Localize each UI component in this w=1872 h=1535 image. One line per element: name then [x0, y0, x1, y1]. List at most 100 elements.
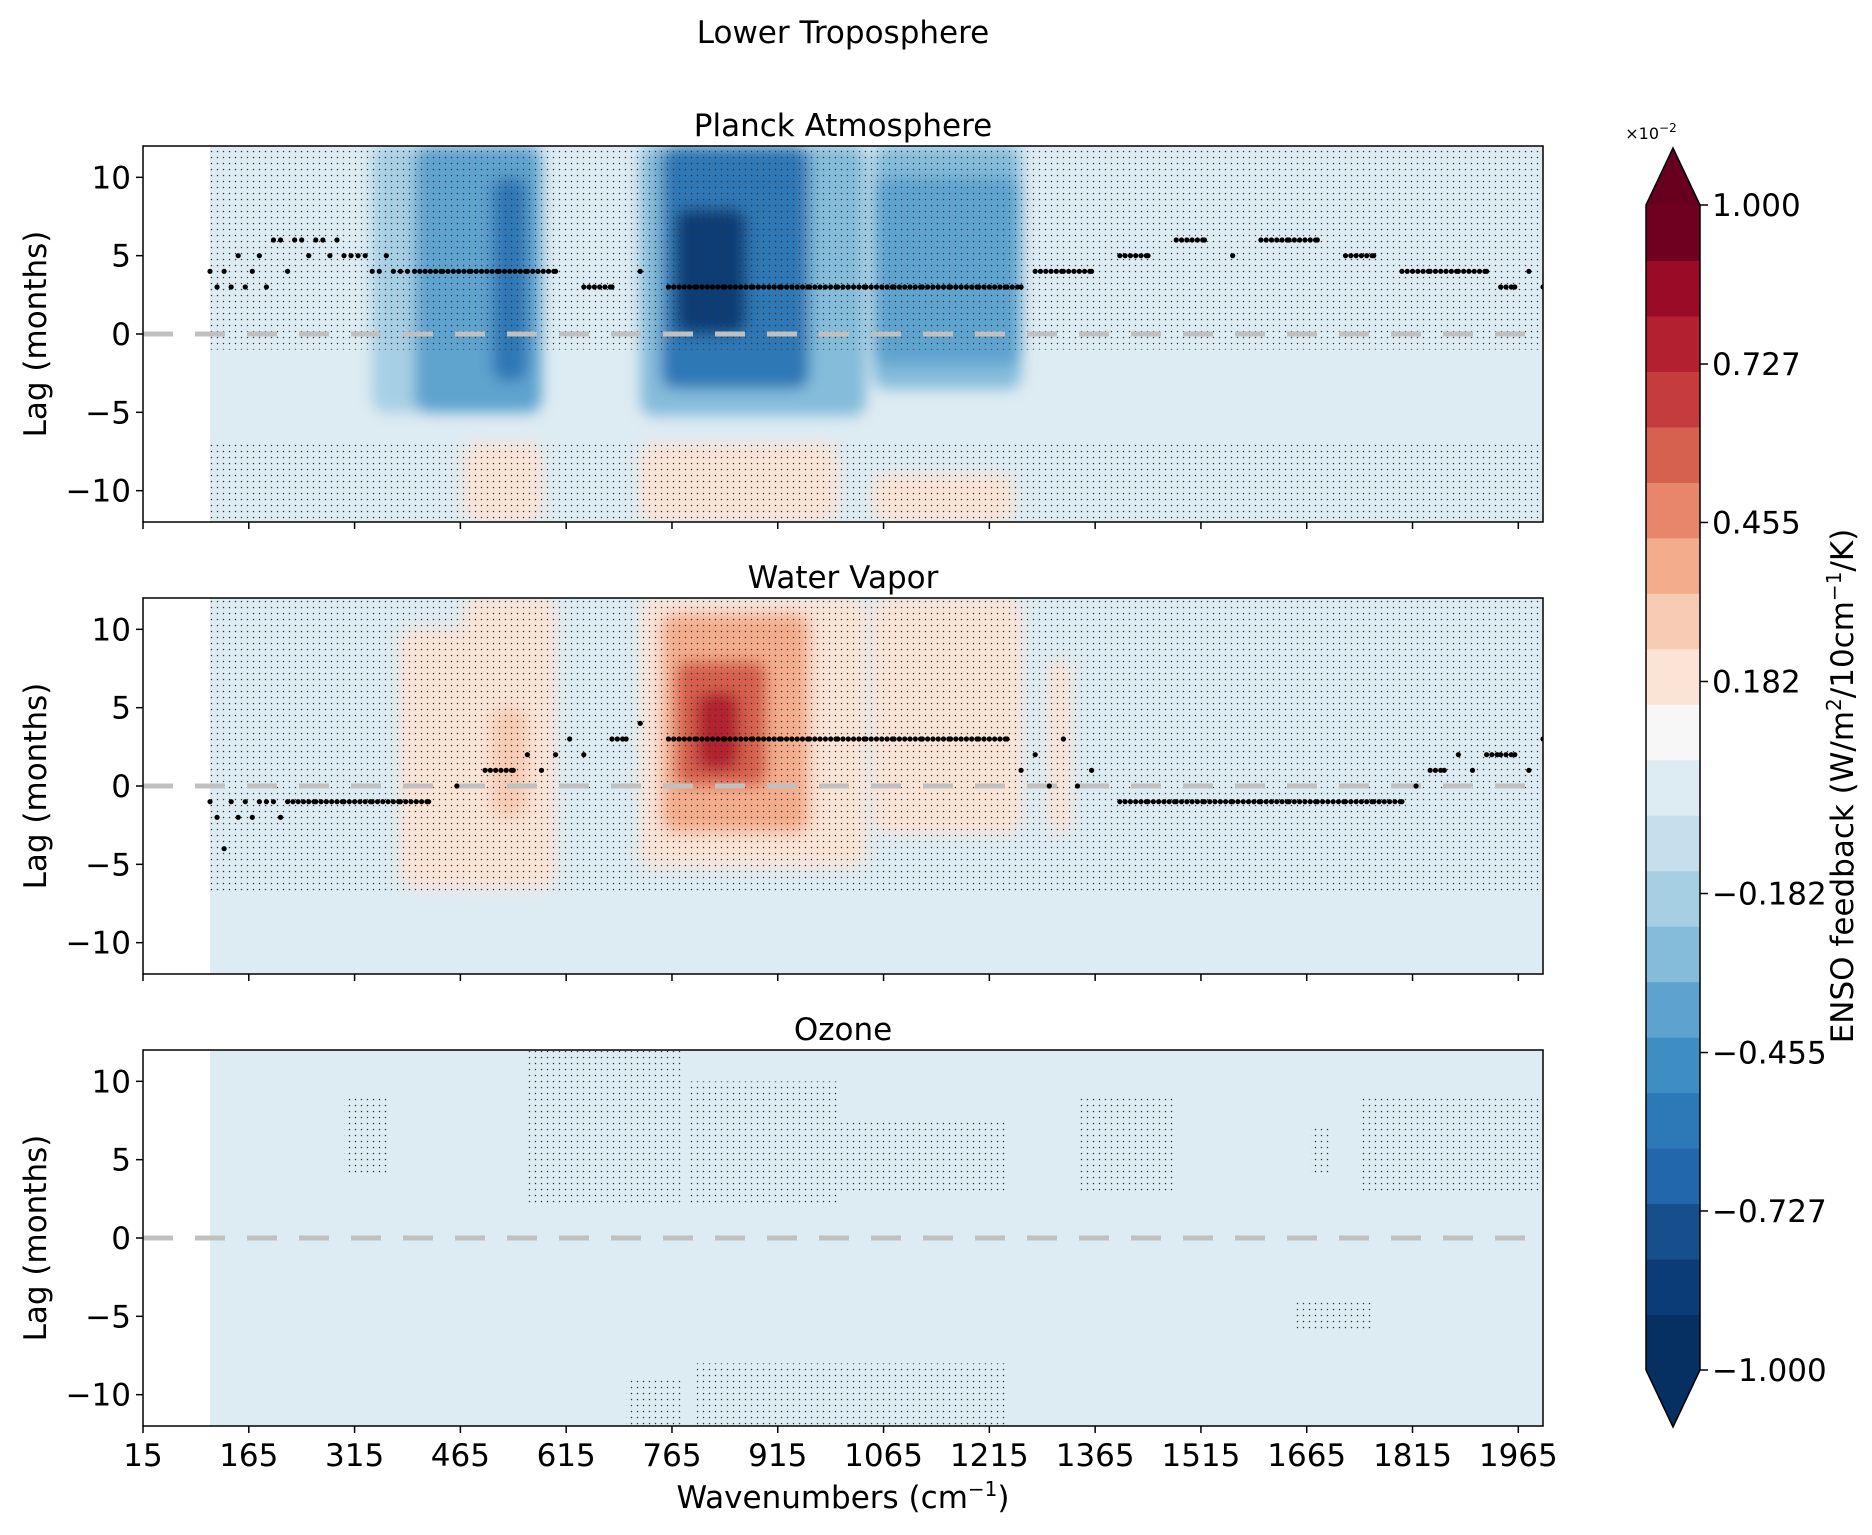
- lag-point: [1145, 253, 1151, 259]
- lag-point: [907, 284, 913, 290]
- x-tick-label: 1965: [1479, 1438, 1558, 1474]
- lag-point: [1009, 284, 1015, 290]
- lag-point: [390, 268, 396, 274]
- colorbar-swatch: [1646, 1037, 1700, 1094]
- lag-point: [828, 284, 834, 290]
- lag-point: [390, 799, 396, 805]
- lag-point: [327, 253, 333, 259]
- lag-point: [482, 767, 488, 773]
- lag-point: [1286, 799, 1292, 805]
- y-tick-label: −5: [85, 847, 131, 883]
- lag-point: [433, 268, 439, 274]
- significance-stipple: [344, 1050, 1543, 1426]
- colorbar-label-superscript: −1: [1822, 572, 1846, 601]
- lag-point: [1127, 799, 1134, 805]
- lag-point: [284, 268, 291, 274]
- lag-point: [397, 799, 404, 805]
- lag-point: [850, 736, 857, 742]
- lag-point: [318, 799, 324, 805]
- lag-point: [397, 268, 404, 274]
- lag-point: [1413, 783, 1419, 789]
- lag-point: [1302, 237, 1308, 243]
- x-axis-label-end: ): [997, 1480, 1009, 1516]
- lag-point: [986, 736, 992, 742]
- lag-point: [1223, 799, 1229, 805]
- lag-point: [822, 284, 828, 290]
- y-tick-label: 0: [111, 317, 131, 353]
- colorbar-swatch: [1646, 926, 1700, 983]
- lag-point: [1314, 237, 1320, 243]
- lag-point: [1461, 268, 1467, 274]
- x-tick-label: 1065: [844, 1438, 923, 1474]
- lag-point: [540, 268, 546, 274]
- colorbar-swatch: [1646, 205, 1700, 261]
- lag-point: [709, 284, 716, 290]
- significance-stipple: [210, 598, 1543, 893]
- lag-point: [1184, 237, 1190, 243]
- lag-point: [602, 284, 608, 290]
- colorbar-label-end: /K): [1825, 529, 1861, 572]
- lag-point: [228, 284, 234, 290]
- lag-point: [581, 284, 587, 290]
- lag-point: [284, 799, 291, 805]
- colorbar-swatch: [1646, 593, 1700, 650]
- lag-point: [671, 284, 677, 290]
- lag-point: [295, 799, 301, 805]
- x-tick-label: 765: [642, 1438, 701, 1474]
- lag-point: [761, 284, 767, 290]
- lag-point: [1325, 799, 1331, 805]
- lag-point: [1089, 767, 1095, 773]
- lag-point: [799, 284, 806, 290]
- colorbar-swatch: [1646, 260, 1700, 317]
- lag-point: [879, 736, 885, 742]
- lag-point: [552, 752, 559, 758]
- lag-point: [835, 284, 841, 290]
- lag-point: [789, 284, 795, 290]
- lag-point: [346, 799, 352, 805]
- lag-point: [484, 268, 490, 274]
- lag-point: [567, 736, 573, 742]
- lag-point: [221, 268, 227, 274]
- y-tick-label: 0: [111, 1221, 131, 1257]
- lag-point: [835, 736, 841, 742]
- lag-point: [794, 736, 800, 742]
- lag-point: [1217, 799, 1223, 805]
- colorbar-swatch: [1646, 371, 1700, 428]
- lag-point: [385, 799, 391, 805]
- lag-point: [512, 268, 518, 274]
- colorbar-swatch: [1646, 759, 1700, 816]
- lag-point: [750, 284, 756, 290]
- lag-point: [348, 253, 354, 259]
- lag-point: [380, 799, 386, 805]
- y-tick-label: 10: [92, 612, 131, 648]
- lag-point: [207, 799, 213, 805]
- x-tick-label: 1815: [1373, 1438, 1452, 1474]
- lag-point: [738, 284, 744, 290]
- lag-point: [454, 783, 460, 789]
- lag-point: [1004, 736, 1010, 742]
- lag-point: [1263, 237, 1269, 243]
- lag-point: [794, 284, 800, 290]
- lag-point: [694, 736, 700, 742]
- lag-point: [722, 736, 728, 742]
- lag-point: [912, 284, 918, 290]
- lag-point: [902, 284, 908, 290]
- colorbar-label-superscript: 2: [1822, 698, 1846, 711]
- colorbar-swatch: [1646, 426, 1700, 483]
- lag-point: [493, 767, 499, 773]
- lag-point: [1032, 752, 1038, 758]
- significance-region: [626, 1379, 683, 1426]
- colorbar-swatch: [1646, 704, 1700, 761]
- lag-point: [1503, 284, 1509, 290]
- significance-region: [210, 146, 1543, 350]
- lag-point: [840, 736, 846, 742]
- lag-point: [510, 767, 516, 773]
- lag-point: [403, 799, 409, 805]
- lag-point: [799, 736, 806, 742]
- x-tick-label: 915: [748, 1438, 807, 1474]
- lag-point: [524, 752, 530, 758]
- lag-point: [715, 284, 721, 290]
- colorbar-ticks: 1.000 0.727 0.455 0.182 −0.182 −0.455 −0.727 −1…: [1700, 188, 1827, 1389]
- lag-point: [277, 237, 284, 243]
- lag-point: [334, 237, 340, 243]
